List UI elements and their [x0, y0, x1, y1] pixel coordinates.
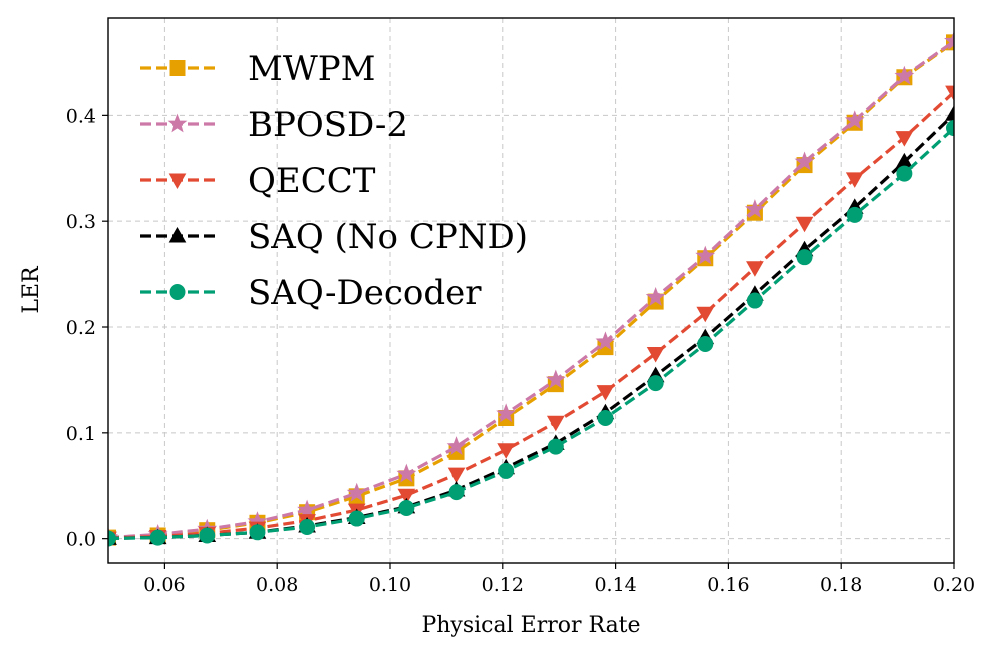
y-tick-label: 0.0 [66, 529, 96, 551]
data-point [596, 385, 615, 401]
data-point [646, 346, 665, 363]
data-point [595, 331, 616, 351]
x-tick-label: 0.16 [707, 574, 749, 596]
series-bposd-2 [108, 30, 954, 547]
legend-item: SAQ-Decoder [140, 273, 482, 313]
series-line [108, 39, 954, 540]
legend-marker [169, 284, 186, 300]
legend-marker [167, 113, 188, 133]
data-point [249, 524, 266, 541]
legend-label: MWPM [248, 49, 375, 89]
legend-label: QECCT [248, 161, 376, 201]
data-point [348, 510, 365, 527]
data-point [945, 85, 954, 102]
legend-marker [168, 173, 187, 190]
data-point [794, 151, 815, 171]
data-point [946, 120, 954, 137]
y-tick-label: 0.4 [66, 105, 96, 127]
data-point [397, 488, 416, 505]
x-axis: 0.06 0.08 0.10 0.12 0.14 0.16 0.18 0.20 [143, 563, 975, 596]
y-tick-label: 0.3 [66, 211, 96, 233]
data-point [695, 245, 716, 265]
data-point [496, 403, 517, 423]
data-point [149, 529, 166, 546]
legend-marker [168, 226, 187, 243]
data-point [696, 306, 715, 323]
legend-label: SAQ (No CPND) [248, 217, 528, 257]
data-point [795, 216, 814, 233]
series-saq-decoder [108, 120, 954, 547]
x-tick-label: 0.08 [256, 574, 298, 596]
data-point [447, 467, 466, 484]
x-tick-label: 0.12 [482, 574, 524, 596]
legend-item: QECCT [140, 161, 376, 201]
y-axis: 0.0 0.1 0.2 0.3 0.4 [66, 105, 108, 551]
x-axis-label: Physical Error Rate [421, 613, 640, 638]
legend-item: SAQ (No CPND) [140, 217, 528, 257]
data-point [297, 499, 318, 519]
data-point [894, 65, 915, 85]
x-tick-label: 0.18 [820, 574, 862, 596]
y-axis-label: LER [19, 265, 44, 314]
y-tick-label: 0.2 [66, 317, 96, 339]
data-point [547, 438, 564, 455]
data-point [497, 443, 516, 459]
legend-item: BPOSD-2 [140, 105, 408, 145]
y-tick-label: 0.1 [66, 423, 96, 445]
legend: MWPM BPOSD-2 QECCT SAQ (No CPND) SAQ-Decoder [140, 49, 528, 313]
data-point [546, 415, 565, 432]
data-point [796, 249, 813, 266]
data-point [199, 527, 216, 544]
grid [108, 18, 955, 563]
data-point [448, 484, 465, 501]
data-point [844, 110, 865, 130]
data-point [346, 482, 367, 502]
data-point [895, 131, 914, 147]
plot-frame [107, 17, 955, 564]
legend-label: SAQ-Decoder [248, 273, 482, 313]
data-point [746, 292, 763, 309]
data-point [108, 530, 116, 547]
data-point [647, 375, 664, 392]
data-point [446, 436, 467, 456]
data-point [498, 462, 515, 479]
legend-item: MWPM [140, 49, 375, 89]
data-point [645, 286, 666, 306]
data-point [744, 199, 765, 218]
x-tick-label: 0.10 [369, 574, 411, 596]
series-line [108, 126, 954, 541]
data-point [944, 30, 954, 50]
data-point [597, 410, 614, 427]
data-point [846, 206, 863, 223]
data-point [398, 499, 415, 516]
x-tick-label: 0.06 [143, 574, 185, 596]
series-line [108, 113, 954, 540]
series-line [108, 90, 954, 540]
x-tick-label: 0.20 [933, 574, 975, 596]
data-point [697, 335, 714, 352]
data-point [396, 463, 417, 483]
plot-background [108, 18, 954, 563]
data-point [746, 261, 764, 277]
data-point [896, 165, 913, 182]
legend-marker [169, 60, 186, 76]
data-point [945, 105, 954, 121]
legend-label: BPOSD-2 [248, 105, 408, 145]
x-tick-label: 0.14 [594, 574, 636, 596]
data-point [299, 519, 316, 536]
data-point [845, 172, 864, 188]
data-point [545, 369, 566, 389]
series-layer [108, 30, 954, 548]
series-line [108, 41, 954, 540]
